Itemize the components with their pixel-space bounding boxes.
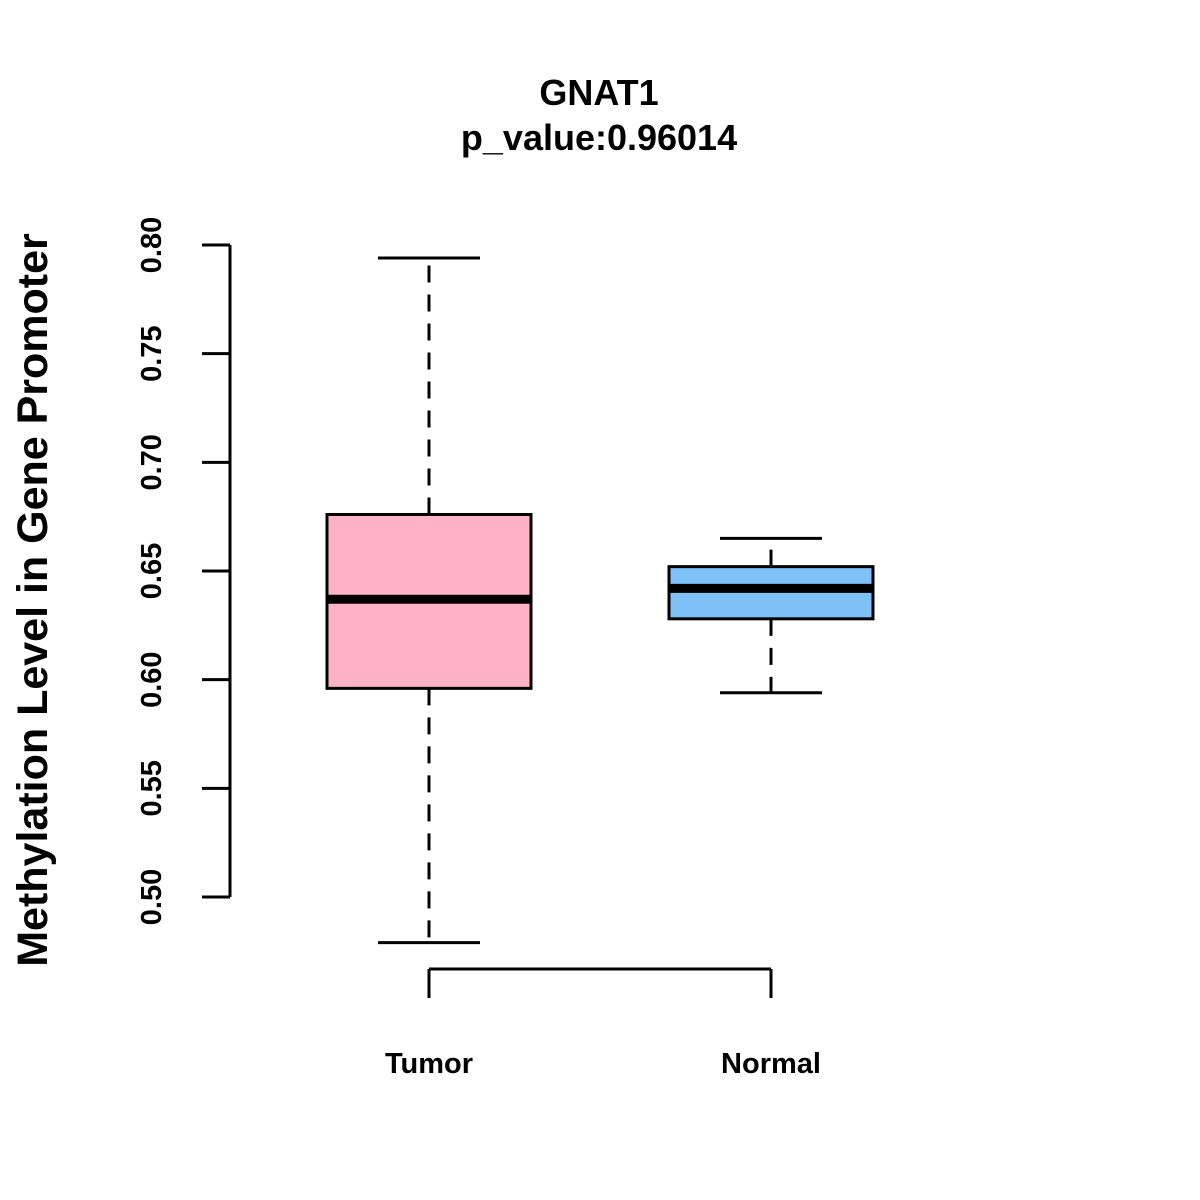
y-tick-label: 0.75 [136, 325, 168, 381]
y-tick-label: 0.55 [136, 760, 168, 816]
box-tumor [325, 256, 533, 945]
y-tick-label: 0.80 [136, 217, 168, 273]
boxes [325, 256, 875, 945]
y-axis-label: Methylation Level in Gene Promoter [9, 233, 57, 967]
chart-subtitle: p_value:0.96014 [461, 117, 737, 158]
y-tick-label: 0.65 [136, 543, 168, 599]
y-tick-label: 0.60 [136, 651, 168, 707]
y-tick-label: 0.70 [136, 434, 168, 490]
y-axis: 0.50 0.55 0.60 0.65 0.70 0.75 0.80 [136, 217, 232, 925]
box-normal [667, 536, 875, 695]
chart-title: GNAT1 [539, 72, 658, 113]
x-tick-label: Normal [721, 1048, 821, 1080]
y-tick-label: 0.50 [136, 869, 168, 925]
x-tick-label: Tumor [385, 1048, 473, 1080]
x-axis: Tumor Normal [385, 967, 821, 1080]
